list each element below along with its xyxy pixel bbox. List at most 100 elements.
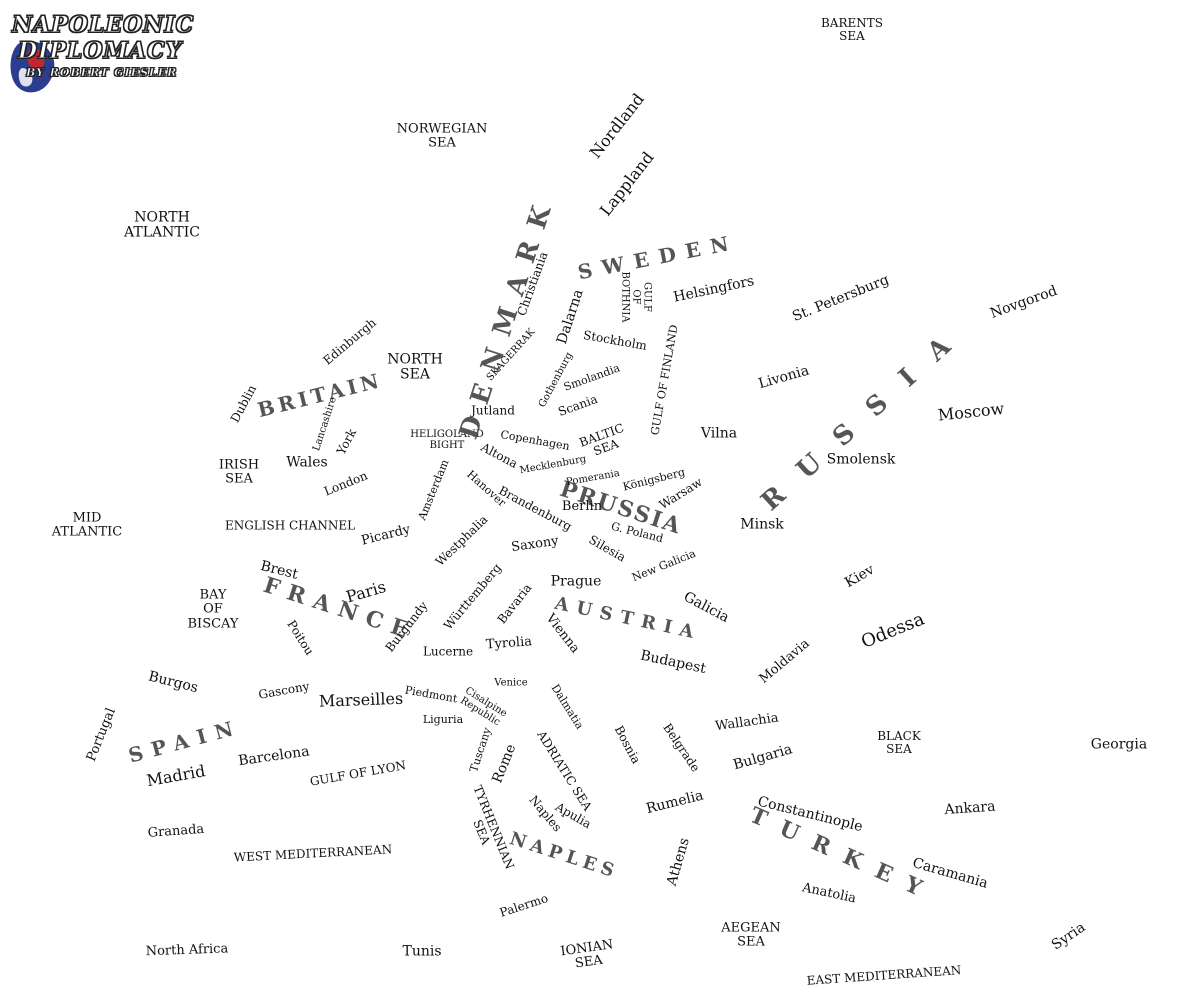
province-vilna[interactable]: Vilna [701, 426, 737, 441]
province-nordland[interactable]: Nordland [586, 90, 648, 162]
province-belgrade[interactable]: Belgrade [660, 721, 702, 775]
province-portugal[interactable]: Portugal [84, 706, 119, 764]
province-picardy[interactable]: Picardy [360, 522, 412, 549]
sea-gulf-of-finland[interactable]: GULF OF FINLAND [648, 324, 680, 436]
sea-barents[interactable]: BARENTS SEA [821, 16, 883, 43]
province-gascony[interactable]: Gascony [257, 679, 311, 702]
province-poitou[interactable]: Poitou [284, 618, 316, 658]
nation-britain-label: BRITAIN [255, 367, 385, 423]
nation-spain-label: SPAIN [125, 714, 245, 768]
province-tyrolia-label: Tyrolia [485, 634, 533, 653]
province-tuscany[interactable]: Tuscany [467, 726, 494, 774]
province-moldavia[interactable]: Moldavia [757, 636, 813, 687]
province-new-galicia[interactable]: New Galicia [630, 547, 698, 585]
province-prague[interactable]: Prague [551, 574, 602, 589]
province-novgorod-label: Novgorod [988, 282, 1060, 322]
province-silesia-label: Silesia [586, 532, 629, 565]
province-saxony[interactable]: Saxony [510, 534, 559, 556]
sea-norwegian[interactable]: NORWEGIAN SEA [397, 122, 488, 152]
province-stockholm[interactable]: Stockholm [582, 328, 648, 353]
sea-mid-atlantic[interactable]: MID ATLANTIC [52, 511, 123, 541]
sea-gulf-of-lyon[interactable]: GULF OF LYON [309, 758, 407, 789]
province-barcelona[interactable]: Barcelona [237, 743, 310, 769]
province-rome-label: Rome [489, 741, 520, 786]
province-lappland[interactable]: Lappland [596, 148, 658, 219]
province-north-africa[interactable]: North Africa [145, 941, 229, 960]
province-tunis[interactable]: Tunis [402, 944, 441, 959]
sea-english-channel[interactable]: ENGLISH CHANNEL [225, 519, 355, 532]
province-st-petersburg[interactable]: St. Petersburg [790, 272, 892, 326]
province-york[interactable]: York [334, 426, 359, 457]
province-piedmont[interactable]: Piedmont [404, 683, 458, 705]
province-edinburgh[interactable]: Edinburgh [320, 315, 379, 368]
province-london[interactable]: London [322, 468, 369, 498]
province-amsterdam-label: Amsterdam [415, 457, 452, 523]
sea-heligoland-bight[interactable]: HELIGOLAND BIGHT [410, 429, 483, 451]
province-granada[interactable]: Granada [147, 822, 204, 841]
province-berlin[interactable]: Berlin [562, 499, 602, 514]
province-minsk[interactable]: Minsk [740, 517, 784, 532]
province-venice[interactable]: Venice [494, 678, 527, 689]
sea-west-mediterranean[interactable]: WEST MEDITERRANEAN [233, 842, 393, 864]
sea-aegean[interactable]: AEGEAN SEA [721, 921, 781, 951]
province-north-africa-label: North Africa [145, 941, 229, 960]
province-bulgaria[interactable]: Bulgaria [731, 741, 795, 774]
province-cisalpine-republic[interactable]: Cisalpine Republic [457, 685, 509, 729]
province-bosnia[interactable]: Bosnia [612, 723, 644, 766]
province-kiev[interactable]: Kiev [842, 562, 878, 592]
province-georgia[interactable]: Georgia [1091, 737, 1147, 752]
province-novgorod[interactable]: Novgorod [988, 282, 1060, 322]
province-paris[interactable]: Paris [344, 577, 388, 606]
province-dalmatia[interactable]: Dalmatia [549, 682, 587, 732]
province-smolandia[interactable]: Smolandia [562, 361, 622, 394]
sea-bay-of-biscay[interactable]: BAY OF BISCAY [188, 588, 239, 632]
province-smolensk[interactable]: Smolensk [827, 452, 896, 467]
province-madrid[interactable]: Madrid [145, 761, 207, 790]
province-athens[interactable]: Athens [664, 836, 693, 888]
province-dublin[interactable]: Dublin [228, 383, 260, 425]
province-livonia[interactable]: Livonia [757, 362, 811, 392]
province-anatolia[interactable]: Anatolia [801, 880, 858, 906]
sea-ionian[interactable]: IONIAN SEA [560, 937, 617, 974]
province-ankara[interactable]: Ankara [944, 799, 996, 819]
sea-irish-label: IRISH SEA [218, 457, 260, 487]
province-lucerne[interactable]: Lucerne [423, 645, 473, 658]
province-jutland[interactable]: Jutland [471, 404, 515, 417]
province-poitou-label: Poitou [284, 617, 317, 658]
province-burgos[interactable]: Burgos [147, 668, 200, 696]
province-odessa[interactable]: Odessa [858, 609, 927, 653]
sea-irish[interactable]: IRISH SEA [218, 457, 260, 488]
sea-east-mediterranean-label: EAST MEDITERRANEAN [806, 963, 962, 988]
province-bavaria[interactable]: Bavaria [495, 581, 535, 627]
province-liguria[interactable]: Liguria [423, 713, 463, 726]
province-jutland-label: Jutland [471, 403, 515, 418]
province-altona[interactable]: Altona [478, 440, 520, 471]
sea-tyrhennian[interactable]: TYRHENNIAN SEA [458, 783, 517, 876]
province-wales[interactable]: Wales [286, 455, 327, 470]
sea-east-mediterranean[interactable]: EAST MEDITERRANEAN [806, 963, 962, 988]
province-rumelia[interactable]: Rumelia [645, 787, 706, 817]
sea-gulf-of-bothnia[interactable]: GULF OF BOTHNIA [620, 271, 653, 322]
province-syria[interactable]: Syria [1049, 919, 1089, 953]
sea-north-atlantic[interactable]: NORTH ATLANTIC [124, 210, 200, 242]
province-wurttemberg[interactable]: Württemberg [441, 561, 505, 633]
province-helsingfors[interactable]: Helsingfors [672, 272, 756, 306]
sea-black[interactable]: BLACK SEA [877, 729, 921, 756]
province-marseilles[interactable]: Marseilles [319, 689, 404, 711]
province-silesia[interactable]: Silesia [586, 532, 629, 565]
province-moscow[interactable]: Moscow [937, 399, 1005, 425]
sea-north[interactable]: NORTH SEA [387, 352, 443, 384]
province-palermo[interactable]: Palermo [498, 891, 550, 920]
province-amsterdam[interactable]: Amsterdam [415, 457, 452, 523]
province-budapest[interactable]: Budapest [639, 648, 708, 678]
nation-sweden-label: SWEDEN [575, 229, 741, 285]
province-wallachia[interactable]: Wallachia [714, 711, 780, 735]
province-copenhagen[interactable]: Copenhagen [500, 428, 571, 453]
province-westphalia[interactable]: Westphalia [433, 512, 491, 569]
province-mecklenburg[interactable]: Mecklenburg [519, 454, 587, 477]
province-rome[interactable]: Rome [489, 741, 520, 786]
province-tyrolia[interactable]: Tyrolia [485, 634, 533, 653]
province-scania[interactable]: Scania [556, 392, 600, 419]
province-helsingfors-label: Helsingfors [672, 272, 756, 306]
logo-author: BY ROBERT GIESLER [26, 66, 178, 80]
